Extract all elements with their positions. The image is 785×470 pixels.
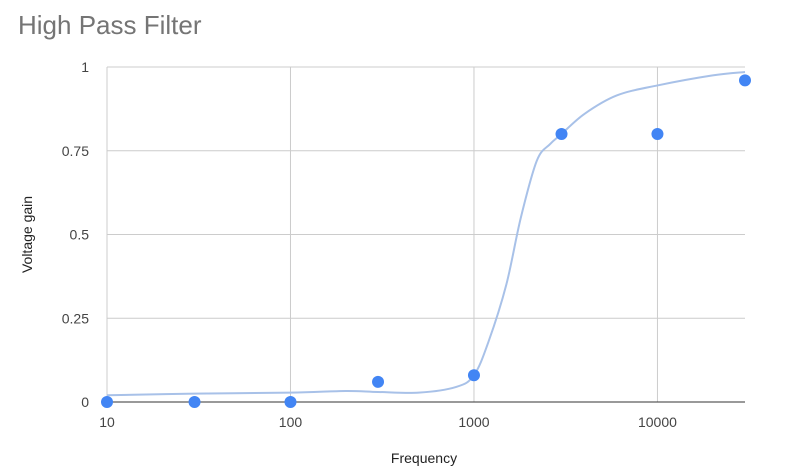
- y-tick-label: 1: [81, 59, 89, 75]
- y-tick-label: 0.25: [62, 310, 89, 326]
- trendline: [106, 71, 746, 397]
- x-tick-labels: 10 100 1000 10000: [99, 414, 677, 430]
- grid: [106, 66, 745, 403]
- data-point[interactable]: [188, 396, 201, 408]
- data-point[interactable]: [467, 369, 480, 382]
- x-axis-title: Frequency: [391, 450, 457, 466]
- y-axis-title: Voltage gain: [19, 196, 35, 273]
- data-point[interactable]: [555, 128, 568, 140]
- data-point[interactable]: [739, 74, 751, 87]
- data-point[interactable]: [284, 396, 297, 408]
- y-tick-label: 0: [81, 394, 89, 410]
- data-point[interactable]: [651, 128, 664, 140]
- y-tick-labels: 0 0.25 0.5 0.75 1: [62, 59, 89, 410]
- x-tick-label: 100: [279, 414, 303, 430]
- x-tick-label: 10: [99, 414, 115, 430]
- y-tick-label: 0.75: [62, 143, 89, 159]
- data-points: [101, 74, 751, 408]
- data-point[interactable]: [372, 375, 385, 388]
- chart-title: High Pass Filter: [18, 10, 202, 40]
- y-tick-label: 0.5: [70, 227, 90, 243]
- x-tick-label: 10000: [638, 414, 677, 430]
- x-tick-label: 1000: [458, 414, 489, 430]
- data-point[interactable]: [101, 396, 113, 408]
